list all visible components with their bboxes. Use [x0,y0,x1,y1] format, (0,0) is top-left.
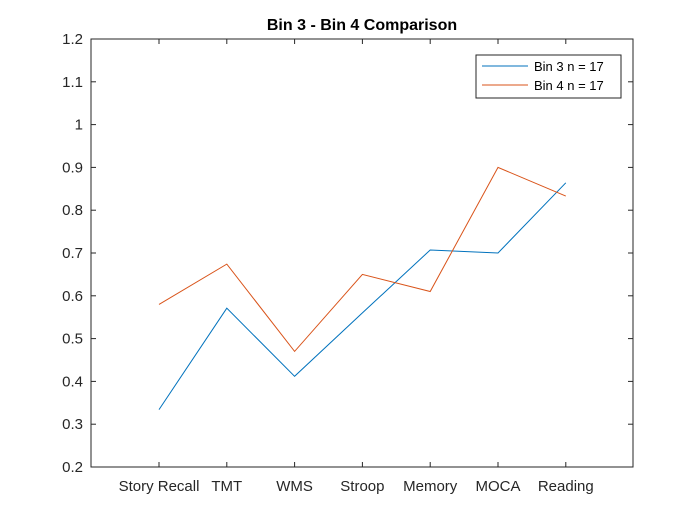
legend: Bin 3 n = 17 Bin 4 n = 17 [475,54,622,99]
series-line-bin-4 [158,166,566,353]
x-tick-label: TMT [211,478,242,495]
x-tick-label: MOCA [476,478,521,495]
x-tick-label: Stroop [340,478,384,495]
legend-label: Bin 3 n = 17 [534,59,604,74]
x-tick-label: Reading [538,478,594,495]
y-tick-label: 1.1 [62,74,83,91]
y-tick-label: 0.5 [62,331,83,348]
y-tick-label: 0.2 [62,459,83,476]
y-tick-label: 0.8 [62,202,83,219]
y-tick-label: 1.2 [62,31,83,48]
x-axis: Story Recall TMT WMS Stroop Memory MOCA Readin… [119,39,594,495]
x-tick-label: WMS [276,478,313,495]
x-tick-label: Story Recall [119,478,200,495]
plot-area [90,38,634,468]
y-tick-label: 1 [75,117,83,134]
y-tick-label: 0.7 [62,245,83,262]
series-line-bin-3 [158,182,567,410]
y-axis: 0.2 0.3 0.4 0.5 0.6 0.7 0.8 0.9 1 1.1 1.2 [62,31,633,476]
series-layer [158,166,567,410]
legend-label: Bin 4 n = 17 [534,78,604,93]
y-tick-label: 0.6 [62,288,83,305]
y-tick-label: 0.4 [62,373,83,390]
legend-box [475,54,622,99]
y-tick-label: 0.9 [62,159,83,176]
y-tick-label: 0.3 [62,416,83,433]
x-tick-label: Memory [403,478,458,495]
chart-title: Bin 3 - Bin 4 Comparison [267,17,457,34]
